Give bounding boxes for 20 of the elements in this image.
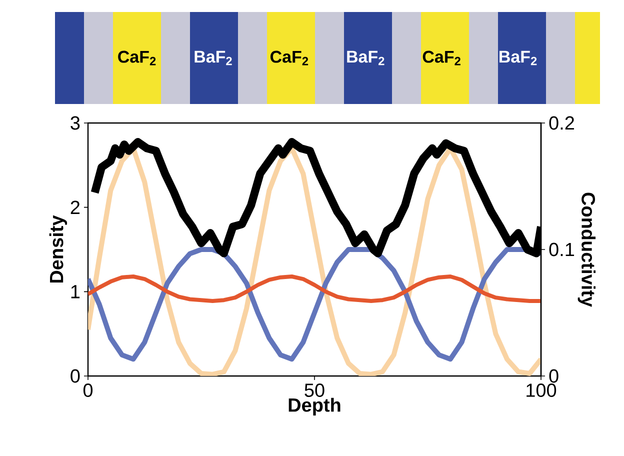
x-tick-label: 50 (304, 384, 324, 397)
text: CaF$_{2}$ (118, 50, 156, 66)
y-axis-title: Density (49, 215, 68, 283)
y2-tick-label: 0.2 (549, 116, 574, 130)
text: BaF$_{2}$ (194, 50, 232, 66)
y-tick-label: 0 (70, 369, 80, 383)
text: CaF$_{2}$ (422, 50, 460, 66)
text: CaF$_{2}$ (270, 50, 308, 66)
x-axis-title: Depth (288, 398, 340, 416)
x-tick-label: 0 (83, 384, 93, 397)
y2-tick-label: 0.1 (549, 242, 574, 256)
line-series (88, 274, 542, 303)
y2-axis-title: Conductivity (578, 192, 596, 307)
x-tick-label: 100 (526, 384, 556, 397)
y-tick-label: 1 (71, 285, 80, 298)
y-tick-label: 2 (70, 200, 80, 214)
text: BaF$_{2}$ (500, 50, 537, 66)
text: BaF$_{2}$ (347, 50, 384, 66)
y2-tick-label: 0 (549, 369, 558, 383)
y-tick-label: 3 (70, 116, 80, 130)
